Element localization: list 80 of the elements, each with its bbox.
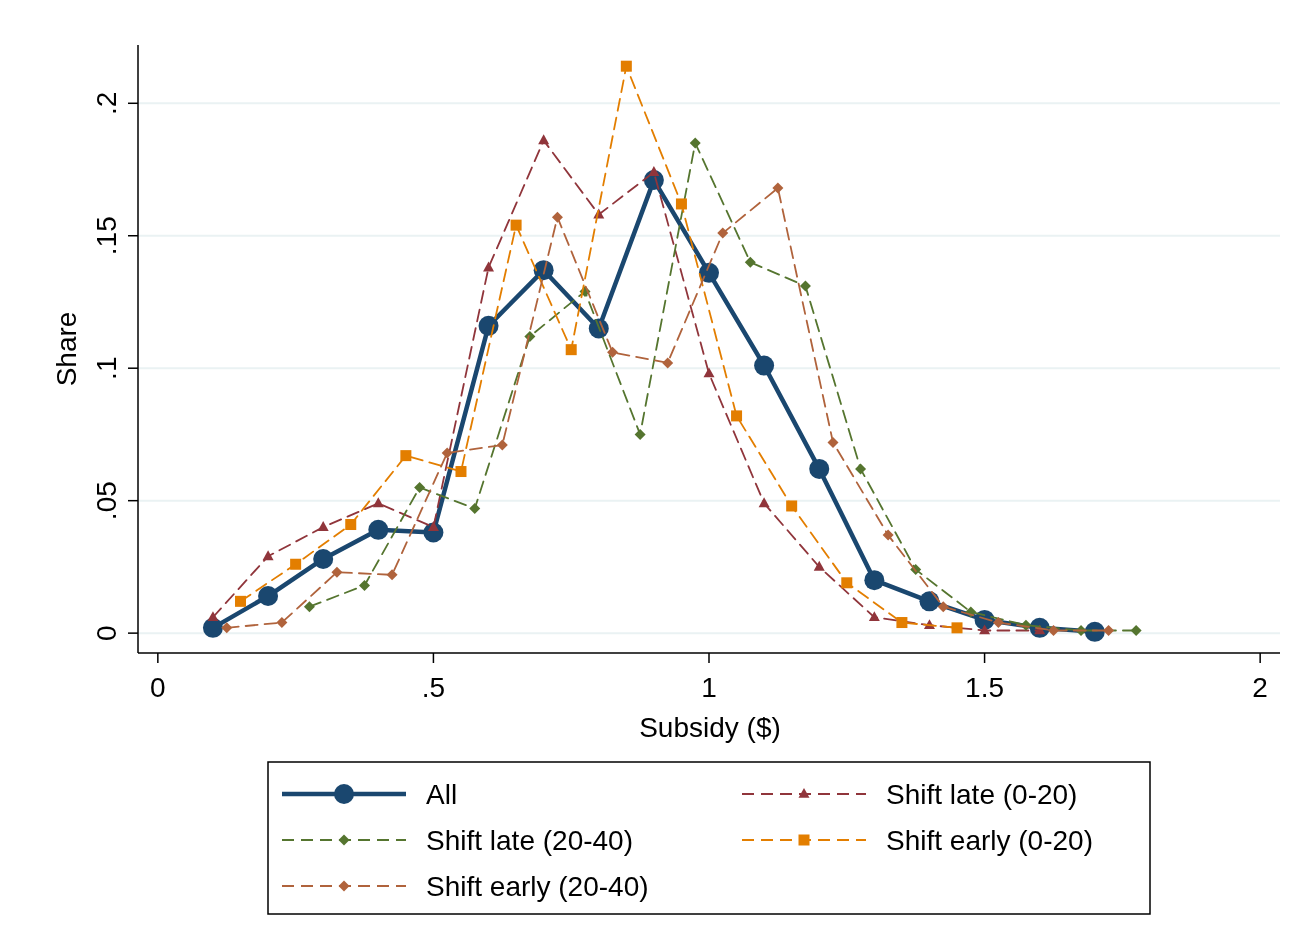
point	[896, 617, 908, 629]
point	[731, 410, 743, 422]
x-tick-label: 0	[150, 672, 166, 703]
point	[1103, 624, 1115, 636]
y-tick-label: 0	[91, 625, 122, 641]
point	[992, 617, 1004, 629]
point	[919, 591, 940, 612]
point	[634, 428, 646, 440]
y-tick-label: .2	[91, 91, 122, 115]
point	[331, 566, 343, 578]
point	[620, 60, 632, 72]
point	[538, 134, 550, 145]
point	[368, 519, 389, 540]
point	[689, 137, 701, 149]
point	[758, 497, 770, 508]
point	[662, 357, 674, 369]
point	[675, 198, 687, 210]
point	[813, 560, 825, 571]
point	[799, 280, 811, 292]
x-tick-label: 1.5	[965, 672, 1005, 703]
point	[1130, 624, 1142, 636]
point	[827, 436, 839, 448]
point	[317, 521, 329, 532]
point	[455, 466, 467, 478]
point	[703, 367, 715, 378]
point	[414, 481, 426, 493]
legend-label: Shift early (20-40)	[426, 871, 649, 902]
point	[1084, 621, 1105, 642]
point	[744, 256, 756, 268]
x-tick-label: 1	[701, 672, 717, 703]
point	[258, 586, 279, 607]
x-tick-label: .5	[421, 672, 446, 703]
point	[345, 519, 357, 531]
point	[868, 611, 880, 622]
point	[478, 315, 499, 336]
point	[510, 219, 522, 231]
legend-label: All	[426, 779, 458, 810]
point	[951, 622, 963, 634]
legend-label: Shift early (0-20)	[886, 825, 1093, 856]
point	[469, 503, 481, 515]
point	[786, 500, 798, 512]
point	[937, 601, 949, 613]
legend-label: Shift late (20-40)	[426, 825, 633, 856]
point	[290, 558, 302, 570]
point	[202, 617, 223, 638]
point	[441, 447, 453, 459]
point	[648, 166, 660, 177]
point	[262, 550, 274, 561]
point	[864, 570, 885, 591]
point	[772, 182, 784, 194]
point	[979, 624, 991, 635]
point	[717, 227, 729, 239]
point	[372, 497, 384, 508]
point	[607, 346, 619, 358]
point	[483, 261, 495, 272]
y-axis-title: Share	[51, 311, 82, 387]
point	[496, 439, 508, 451]
point	[754, 355, 775, 376]
point	[565, 344, 577, 356]
point	[809, 458, 830, 479]
point	[207, 611, 219, 622]
x-axis-title: Subsidy ($)	[639, 712, 781, 743]
point	[313, 548, 334, 569]
x-tick-label: 2	[1252, 672, 1268, 703]
y-tick-label: .15	[91, 216, 122, 256]
point	[1047, 624, 1059, 636]
legend-label: Shift late (0-20)	[886, 779, 1078, 810]
point	[551, 211, 563, 223]
point	[276, 617, 288, 629]
point	[386, 569, 398, 581]
point	[882, 529, 894, 541]
point	[400, 450, 412, 462]
point	[841, 577, 853, 589]
point	[221, 622, 233, 634]
point	[235, 595, 247, 607]
point	[855, 463, 867, 475]
point	[303, 601, 315, 613]
y-tick-label: .1	[91, 356, 122, 380]
y-tick-label: .05	[91, 481, 122, 521]
point	[359, 579, 371, 591]
